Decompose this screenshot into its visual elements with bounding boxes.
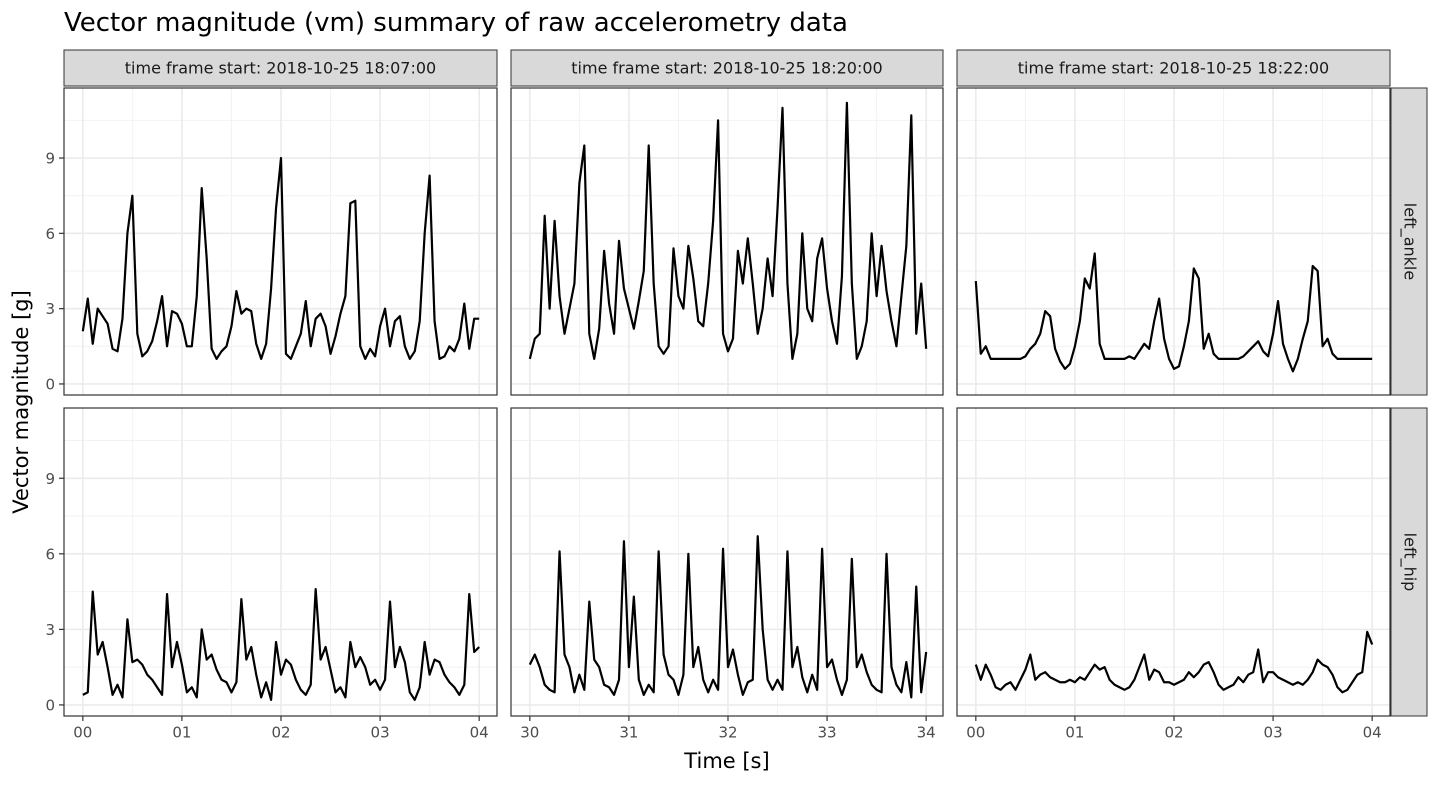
panel-border: [956, 87, 1391, 396]
y-tick-label: 3: [45, 300, 55, 318]
data-line: [81, 156, 480, 360]
data-line: [528, 101, 928, 360]
x-tick-label: 04: [1363, 724, 1382, 742]
strip-label: left_hip: [1400, 533, 1420, 592]
panel-border: [510, 407, 944, 717]
strip: [1390, 407, 1428, 717]
strip: [510, 49, 944, 87]
strip: [956, 49, 1391, 87]
strip-label: time frame start: 2018-10-25 18:07:00: [125, 59, 436, 78]
data-line: [974, 630, 1374, 694]
y-tick-label: 9: [45, 470, 55, 488]
y-tick-label: 6: [45, 225, 55, 243]
y-axis-title: Vector magnitude [g]: [9, 290, 33, 514]
panel-background: [511, 408, 943, 716]
x-tick-label: 03: [1264, 724, 1283, 742]
x-tick-label: 03: [371, 724, 390, 742]
y-tick-label: 0: [45, 375, 55, 393]
strip-label: time frame start: 2018-10-25 18:22:00: [1018, 59, 1329, 78]
x-tick-label: 32: [718, 724, 737, 742]
y-tick-label: 3: [45, 621, 55, 639]
x-tick-label: 01: [172, 724, 191, 742]
strip: [1390, 87, 1428, 396]
x-tick-label: 34: [917, 724, 936, 742]
strip-label: left_ankle: [1400, 203, 1420, 280]
x-tick-label: 00: [73, 724, 92, 742]
y-tick-label: 0: [45, 696, 55, 714]
strip: [63, 49, 498, 87]
x-tick-label: 33: [818, 724, 837, 742]
x-tick-label: 31: [619, 724, 638, 742]
x-tick-label: 01: [1065, 724, 1084, 742]
data-line: [528, 535, 928, 699]
y-tick-label: 9: [45, 150, 55, 168]
x-tick-label: 00: [966, 724, 985, 742]
panel-border: [510, 87, 944, 396]
x-tick-label: 02: [1164, 724, 1183, 742]
x-tick-label: 02: [271, 724, 290, 742]
panel-border: [63, 87, 498, 396]
strip-label: time frame start: 2018-10-25 18:20:00: [571, 59, 882, 78]
x-axis-title: Time [s]: [683, 749, 769, 773]
data-line: [974, 252, 1373, 373]
y-tick-label: 6: [45, 545, 55, 563]
chart-title: Vector magnitude (vm) summary of raw acc…: [64, 8, 848, 38]
x-tick-label: 30: [520, 724, 539, 742]
data-line: [82, 587, 480, 701]
x-tick-label: 04: [470, 724, 489, 742]
